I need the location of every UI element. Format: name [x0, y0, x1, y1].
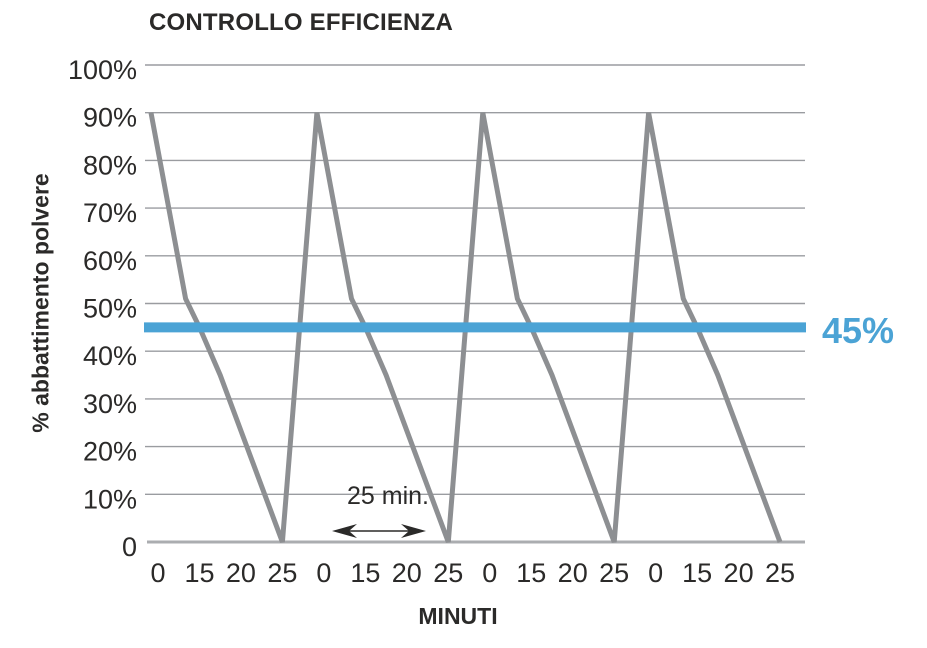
x-tick-label: 15: [516, 558, 546, 588]
x-tick-label: 0: [150, 558, 165, 588]
y-tick-label: 50%: [83, 294, 137, 324]
y-tick-label: 0: [122, 532, 137, 562]
x-tick-label: 15: [350, 558, 380, 588]
y-tick-label: 100%: [68, 55, 137, 85]
x-tick-label: 0: [648, 558, 663, 588]
x-tick-label: 25: [433, 558, 463, 588]
x-tick-label: 0: [482, 558, 497, 588]
y-tick-label: 30%: [83, 389, 137, 419]
x-tick-label: 15: [184, 558, 214, 588]
gridlines: [145, 64, 805, 544]
y-tick-label: 80%: [83, 150, 137, 180]
x-tick-label: 20: [724, 558, 754, 588]
arrow-left-head-icon: [332, 524, 357, 538]
x-tick-label: 20: [226, 558, 256, 588]
x-tick-label: 25: [765, 558, 795, 588]
x-tick-labels: 0 15 20 25 0 15 20 25 0 15 20 25 0 15 20 25: [150, 558, 795, 588]
y-tick-label: 70%: [83, 198, 137, 228]
y-tick-label: 60%: [83, 246, 137, 276]
y-tick-label: 10%: [83, 484, 137, 514]
y-tick-label: 90%: [83, 103, 137, 133]
threshold-label: 45%: [822, 310, 895, 351]
x-tick-label: 25: [599, 558, 629, 588]
y-tick-labels: 100% 90% 80% 70% 60% 50% 40% 30% 20% 10% 0: [68, 55, 137, 562]
x-axis-title: MINUTI: [418, 603, 498, 629]
y-tick-label: 40%: [83, 341, 137, 371]
arrow-right-head-icon: [401, 524, 426, 538]
x-tick-label: 20: [558, 558, 588, 588]
cycle-period-label: 25 min.: [347, 482, 429, 510]
y-tick-label: 20%: [83, 437, 137, 467]
cycle-period-arrow: [332, 524, 426, 538]
x-tick-label: 20: [392, 558, 422, 588]
x-tick-label: 25: [267, 558, 297, 588]
x-tick-label: 0: [316, 558, 331, 588]
x-tick-label: 15: [682, 558, 712, 588]
chart-title: CONTROLLO EFFICIENZA: [149, 9, 453, 36]
